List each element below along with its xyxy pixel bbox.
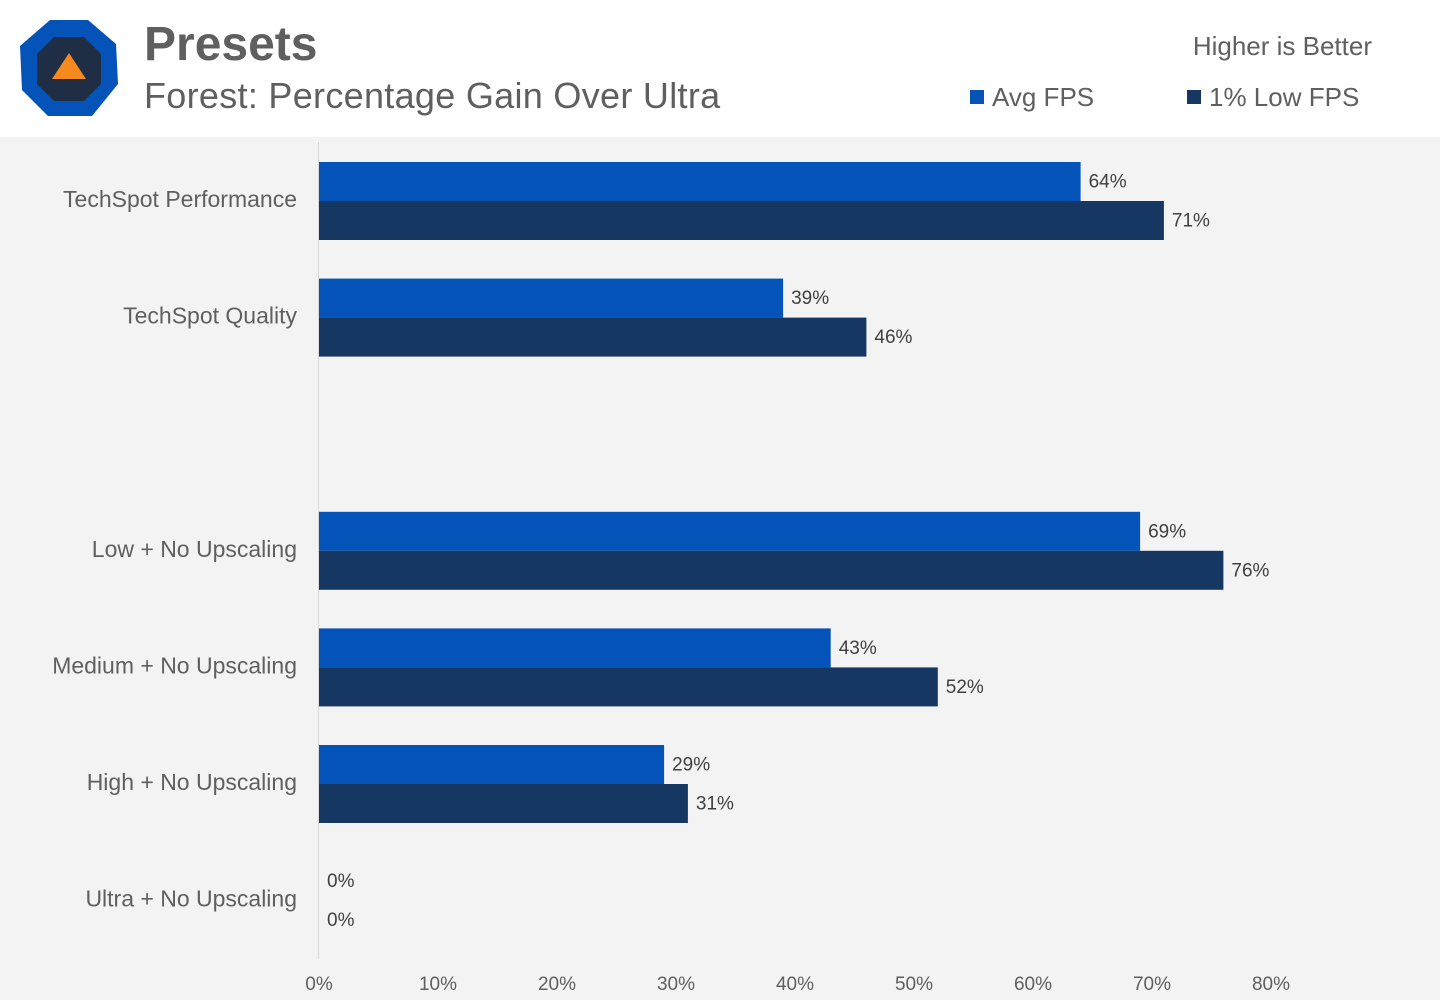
bar-avg-fps (319, 162, 1081, 201)
data-label: 31% (696, 794, 734, 815)
chart-subtitle: Forest: Percentage Gain Over Ultra (144, 75, 721, 116)
legend-swatch-1pct-low-fps (1187, 90, 1201, 104)
legend-label-1pct-low-fps: 1% Low FPS (1209, 81, 1360, 112)
legend-label-avg-fps: Avg FPS (992, 81, 1095, 112)
data-label: 64% (1089, 172, 1127, 193)
x-tick-label: 70% (1133, 974, 1171, 995)
data-label: 43% (839, 638, 877, 659)
data-label: 46% (874, 327, 912, 348)
legend-swatch-avg-fps (970, 90, 984, 104)
data-label: 52% (946, 677, 984, 698)
category-label: Medium + No Upscaling (52, 652, 297, 678)
category-label: TechSpot Performance (63, 186, 297, 212)
data-label: 0% (327, 910, 355, 931)
data-label: 69% (1148, 521, 1186, 542)
bar-1pct-low-fps (319, 201, 1164, 240)
bar-1pct-low-fps (319, 667, 938, 707)
category-label: TechSpot Quality (123, 303, 297, 329)
data-label: 71% (1172, 211, 1210, 232)
logo-triangle (52, 53, 86, 79)
techspot-logo-icon (20, 20, 118, 116)
bar-avg-fps (319, 511, 1141, 551)
x-tick-label: 30% (657, 974, 695, 995)
bar-avg-fps (319, 628, 831, 668)
x-tick-label: 60% (1014, 974, 1052, 995)
bar-1pct-low-fps (319, 550, 1224, 590)
category-label: High + No Upscaling (87, 769, 297, 795)
higher-is-better-note: Higher is Better (1192, 31, 1372, 61)
x-tick-label: 0% (305, 974, 333, 995)
legend-item-avg-fps: Avg FPS (970, 81, 1094, 113)
bar-chart: TechSpot Performance 64% 71% TechSpot Quali… (52, 142, 1290, 995)
category-label: Ultra + No Upscaling (85, 886, 297, 912)
bar-1pct-low-fps (319, 317, 867, 357)
legend-item-1pct-low-fps: 1% Low FPS (1187, 81, 1359, 113)
x-tick-label: 40% (776, 974, 814, 995)
x-tick-label: 80% (1252, 974, 1290, 995)
x-tick-label: 20% (538, 974, 576, 995)
data-label: 29% (672, 755, 710, 776)
bar-avg-fps (319, 745, 665, 784)
chart-header: Presets Forest: Percentage Gain Over Ult… (0, 0, 1440, 137)
chart-title: Presets (144, 18, 318, 71)
data-label: 0% (327, 871, 355, 892)
bar-1pct-low-fps (319, 784, 688, 823)
x-tick-label: 10% (419, 974, 457, 995)
data-label: 39% (791, 288, 829, 309)
data-label: 76% (1231, 560, 1269, 581)
x-tick-label: 50% (895, 974, 933, 995)
category-label: Low + No Upscaling (92, 536, 297, 562)
bar-avg-fps (319, 278, 784, 318)
